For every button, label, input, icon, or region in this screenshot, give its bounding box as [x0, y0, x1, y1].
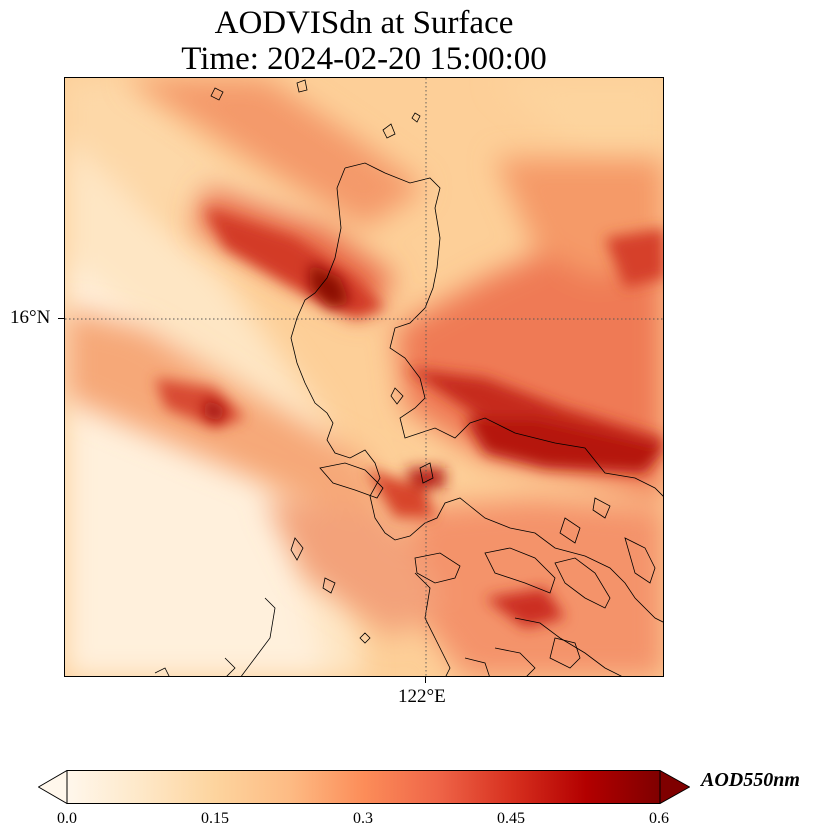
colorbar-extend-max: [659, 769, 691, 805]
lat-tick-mark: [58, 318, 64, 319]
colorbar-bar: [66, 770, 661, 804]
map-plot-area: [64, 77, 664, 677]
map-title-line-1: AODVISdn at Surface: [214, 5, 514, 41]
colorbar-tick-label: 0.3: [353, 810, 373, 827]
colorbar-gradient: [37, 769, 691, 805]
coastlines: [154, 79, 663, 676]
aod-field-peak: [205, 263, 350, 423]
map-title-line-2: Time: 2024-02-20 15:00:00: [181, 41, 547, 77]
colorbar-extend-min: [37, 769, 68, 805]
aod-field-map: [65, 78, 663, 676]
lat-tick-label: 16°N: [10, 307, 51, 328]
colorbar-tick-label: 0.45: [497, 810, 525, 827]
colorbar-tick-label: 0.15: [201, 810, 229, 827]
colorbar-tick-label: 0.6: [649, 810, 669, 827]
colorbar-label: AOD550nm: [701, 769, 800, 791]
colorbar: [37, 769, 691, 805]
colorbar-tick-label: 0.0: [57, 810, 77, 827]
lon-tick-label: 122°E: [398, 686, 446, 707]
lon-tick-mark: [425, 677, 426, 683]
